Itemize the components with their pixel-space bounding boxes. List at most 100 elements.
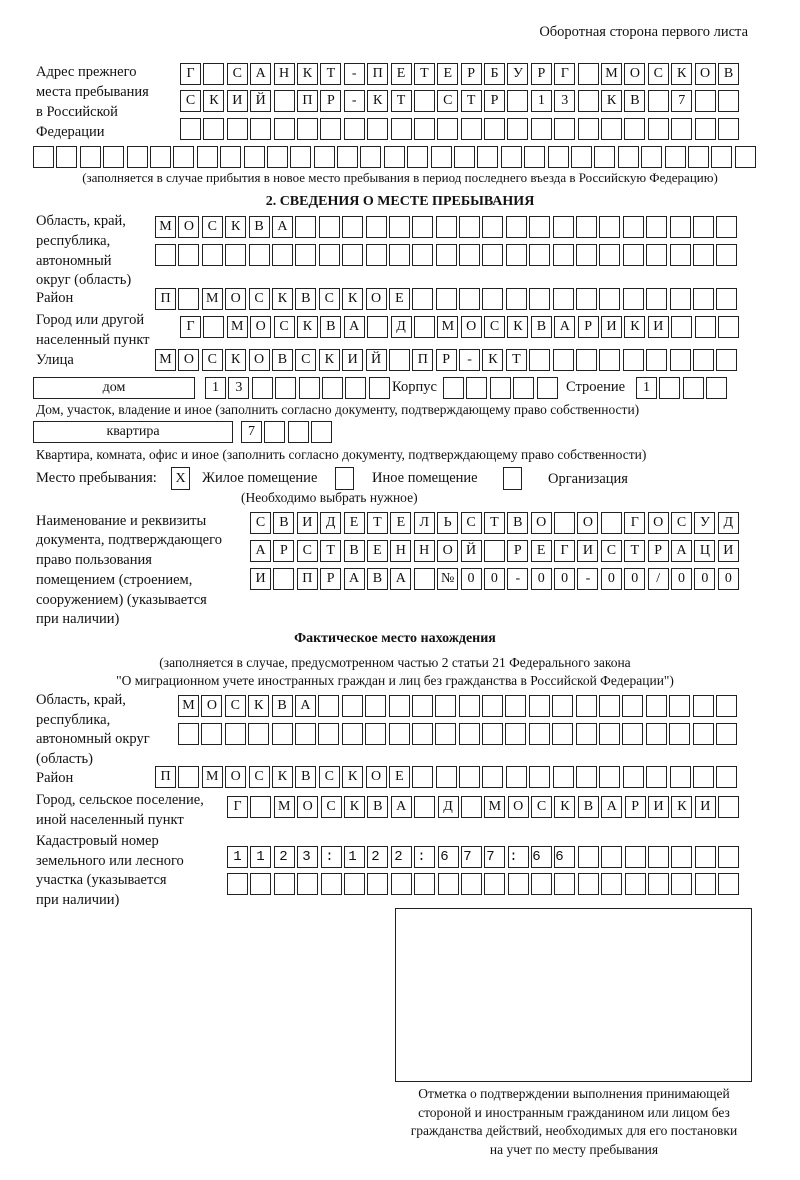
char-cell[interactable] xyxy=(250,846,272,868)
char-cell[interactable] xyxy=(577,90,599,112)
char-cell[interactable] xyxy=(718,873,740,895)
char-cell[interactable] xyxy=(505,216,527,238)
char-cell[interactable] xyxy=(576,288,598,310)
doc-row-3[interactable]: И П Р А В А № 0 0-0 0-0 0/0 0 0 xyxy=(250,568,741,590)
char-cell[interactable]: К xyxy=(271,766,293,788)
char-cell[interactable] xyxy=(716,349,738,371)
char-cell[interactable] xyxy=(287,421,309,443)
char-cell[interactable] xyxy=(224,723,246,745)
region-row-2[interactable] xyxy=(155,244,740,266)
char-cell[interactable]: С xyxy=(224,695,246,717)
char-cell[interactable] xyxy=(622,216,644,238)
char-cell[interactable] xyxy=(599,695,621,717)
char-cell[interactable] xyxy=(507,90,529,112)
char-cell[interactable] xyxy=(692,349,714,371)
char-cell[interactable]: 0 xyxy=(483,568,505,590)
char-cell[interactable] xyxy=(505,244,527,266)
char-cell[interactable]: И xyxy=(717,540,739,562)
char-cell[interactable] xyxy=(458,723,480,745)
char-cell[interactable] xyxy=(646,288,668,310)
char-cell[interactable] xyxy=(365,695,387,717)
char-cell[interactable]: Ц xyxy=(694,540,716,562)
char-cell[interactable] xyxy=(530,118,552,140)
char-cell[interactable] xyxy=(343,118,365,140)
building-cells[interactable]: 1 xyxy=(636,377,730,399)
char-cell[interactable]: Г xyxy=(227,796,248,818)
char-cell[interactable] xyxy=(430,146,452,168)
char-cell[interactable] xyxy=(343,846,365,868)
char-cell[interactable] xyxy=(717,90,739,112)
char-cell[interactable] xyxy=(318,244,340,266)
char-cell[interactable]: Т xyxy=(505,349,527,371)
char-cell[interactable] xyxy=(599,244,621,266)
char-cell[interactable] xyxy=(641,146,663,168)
cadastral-row-1-boxes[interactable] xyxy=(227,846,742,868)
char-cell[interactable] xyxy=(577,846,599,868)
char-cell[interactable]: Г xyxy=(180,63,201,85)
char-cell[interactable] xyxy=(126,146,148,168)
char-cell[interactable] xyxy=(576,766,598,788)
char-cell[interactable] xyxy=(552,766,574,788)
char-cell[interactable] xyxy=(669,766,691,788)
char-cell[interactable] xyxy=(341,695,363,717)
char-cell[interactable]: О xyxy=(248,349,270,371)
char-cell[interactable]: - xyxy=(343,63,365,85)
char-cell[interactable]: Й xyxy=(365,349,387,371)
char-cell[interactable] xyxy=(601,846,623,868)
char-cell[interactable]: К xyxy=(554,796,576,818)
char-cell[interactable] xyxy=(647,90,669,112)
char-cell[interactable]: П xyxy=(296,568,318,590)
char-cell[interactable]: П xyxy=(155,288,176,310)
char-cell[interactable] xyxy=(298,377,320,399)
char-cell[interactable] xyxy=(706,377,728,399)
char-cell[interactable] xyxy=(529,244,551,266)
char-cell[interactable]: О xyxy=(460,316,482,338)
char-cell[interactable]: Г xyxy=(180,316,201,338)
char-cell[interactable] xyxy=(413,568,435,590)
char-cell[interactable]: М xyxy=(273,796,295,818)
char-cell[interactable] xyxy=(454,146,476,168)
char-cell[interactable] xyxy=(671,846,693,868)
char-cell[interactable]: И xyxy=(577,540,599,562)
char-cell[interactable] xyxy=(345,377,367,399)
char-cell[interactable] xyxy=(342,216,364,238)
char-cell[interactable] xyxy=(178,244,200,266)
char-cell[interactable] xyxy=(243,146,265,168)
char-cell[interactable] xyxy=(718,796,740,818)
actual-region-row-2[interactable] xyxy=(178,723,739,745)
char-cell[interactable]: В xyxy=(271,695,293,717)
char-cell[interactable]: Е xyxy=(390,512,412,534)
char-cell[interactable] xyxy=(196,146,218,168)
char-cell[interactable] xyxy=(343,873,365,895)
char-cell[interactable] xyxy=(56,146,78,168)
char-cell[interactable] xyxy=(227,873,248,895)
char-cell[interactable]: Р xyxy=(320,90,342,112)
char-cell[interactable]: 7 xyxy=(241,421,262,443)
char-cell[interactable] xyxy=(297,873,319,895)
char-cell[interactable] xyxy=(459,244,481,266)
char-cell[interactable]: О xyxy=(225,288,247,310)
char-cell[interactable]: П xyxy=(412,349,434,371)
char-cell[interactable] xyxy=(250,796,272,818)
char-cell[interactable]: К xyxy=(342,288,364,310)
char-cell[interactable]: И xyxy=(601,316,623,338)
char-cell[interactable]: С xyxy=(226,63,248,85)
char-cell[interactable] xyxy=(645,723,667,745)
char-cell[interactable]: - xyxy=(507,568,529,590)
char-cell[interactable] xyxy=(412,766,434,788)
char-cell[interactable]: Г xyxy=(624,512,646,534)
char-cell[interactable] xyxy=(311,421,333,443)
char-cell[interactable]: А xyxy=(390,796,412,818)
char-cell[interactable] xyxy=(601,118,623,140)
char-cell[interactable] xyxy=(505,695,527,717)
char-cell[interactable] xyxy=(460,846,482,868)
char-cell[interactable]: К xyxy=(271,288,293,310)
char-cell[interactable]: К xyxy=(296,63,318,85)
char-cell[interactable]: А xyxy=(390,568,412,590)
char-cell[interactable] xyxy=(413,90,435,112)
char-cell[interactable]: 3 xyxy=(554,90,576,112)
char-cell[interactable]: А xyxy=(343,316,365,338)
char-cell[interactable] xyxy=(622,349,644,371)
